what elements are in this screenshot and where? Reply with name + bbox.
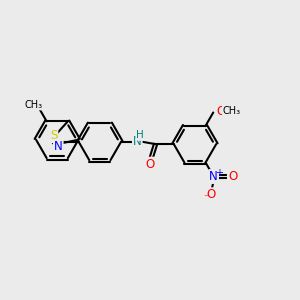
Text: O: O bbox=[146, 158, 155, 171]
Text: +: + bbox=[215, 168, 223, 178]
Text: H: H bbox=[136, 130, 143, 140]
Text: N: N bbox=[209, 170, 218, 183]
Text: N: N bbox=[54, 140, 63, 153]
Text: N: N bbox=[133, 135, 142, 148]
Text: O: O bbox=[207, 188, 216, 201]
Text: CH₃: CH₃ bbox=[222, 106, 241, 116]
Text: O: O bbox=[228, 170, 237, 183]
Text: CH₃: CH₃ bbox=[24, 100, 43, 110]
Text: S: S bbox=[50, 129, 57, 142]
Text: O: O bbox=[217, 105, 226, 119]
Text: ⁻: ⁻ bbox=[203, 194, 209, 204]
